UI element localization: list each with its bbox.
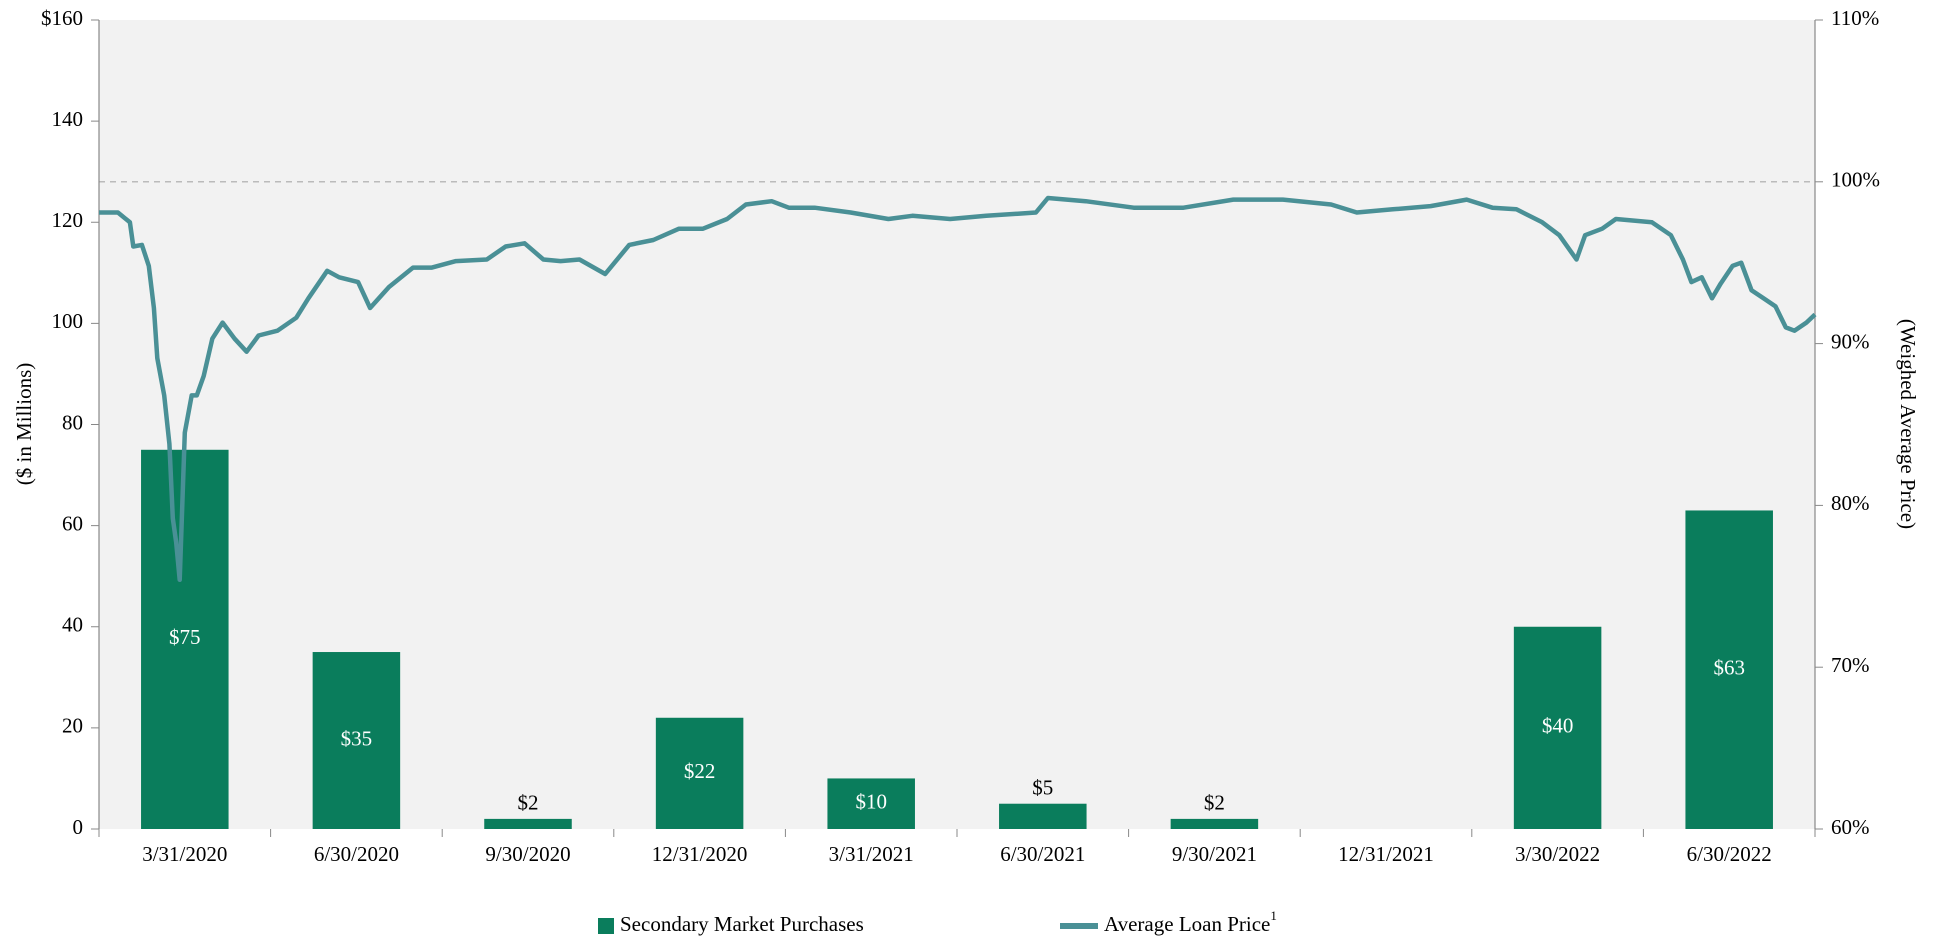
x-tick-label: 3/31/2020	[142, 842, 227, 866]
data-label: $2	[518, 791, 539, 815]
bar	[312, 652, 401, 829]
y-tick-label: 40	[62, 613, 83, 637]
data-label: $2	[1204, 791, 1225, 815]
legend-label: Secondary Market Purchases	[620, 912, 864, 936]
y2-tick-label: 110%	[1831, 6, 1879, 30]
data-label: $22	[684, 759, 716, 783]
x-tick-label: 12/31/2020	[652, 842, 748, 866]
line	[99, 195, 1817, 583]
bar	[1685, 510, 1773, 829]
legend-text: Secondary Market Purchases	[620, 912, 864, 936]
data-label: $5	[1032, 776, 1053, 800]
data-label: $40	[1542, 714, 1574, 738]
y2-axis-title: (Weighed Average Price)	[1896, 319, 1920, 529]
x-tick-label: 12/31/2021	[1338, 842, 1434, 866]
y-tick-label: 20	[62, 714, 83, 738]
legend-label: Average Loan Price1	[1104, 908, 1277, 936]
y2-tick-label: 100%	[1831, 168, 1880, 192]
bar	[1513, 626, 1602, 829]
data-label: $35	[341, 726, 373, 750]
x-tick-label: 6/30/2021	[1000, 842, 1085, 866]
y2-tick-label: 70%	[1831, 653, 1870, 677]
bar	[655, 717, 744, 829]
data-label: $10	[855, 790, 887, 814]
y2-tick-label: 90%	[1831, 329, 1870, 353]
y-tick-label: 140	[52, 107, 84, 131]
x-tick-label: 3/31/2021	[829, 842, 914, 866]
y2-tick-label: 80%	[1831, 491, 1870, 515]
data-label: $63	[1713, 656, 1745, 680]
y-tick-label: 60	[62, 511, 83, 535]
x-tick-label: 3/30/2022	[1515, 842, 1600, 866]
bar	[141, 449, 229, 829]
x-tick-label: 6/30/2020	[314, 842, 399, 866]
bar	[827, 778, 915, 829]
bar	[484, 818, 572, 829]
bar	[1170, 818, 1259, 829]
y-tick-label: 120	[52, 208, 84, 232]
legend-text: Average Loan Price	[1104, 912, 1270, 936]
x-tick-label: 9/30/2021	[1172, 842, 1257, 866]
x-tick-label: 9/30/2020	[485, 842, 570, 866]
data-label: $75	[169, 625, 201, 649]
y2-tick-label: 60%	[1831, 815, 1870, 839]
y-tick-label: 100	[52, 309, 84, 333]
y-tick-label: 80	[62, 410, 83, 434]
legend-footnote: 1	[1270, 908, 1277, 923]
x-tick-label: 6/30/2022	[1687, 842, 1772, 866]
y-tick-label: $160	[41, 6, 83, 30]
y-tick-label: 0	[73, 815, 84, 839]
legend-swatch	[598, 918, 614, 934]
y-axis-title: ($ in Millions)	[12, 363, 36, 486]
bar	[999, 803, 1087, 829]
